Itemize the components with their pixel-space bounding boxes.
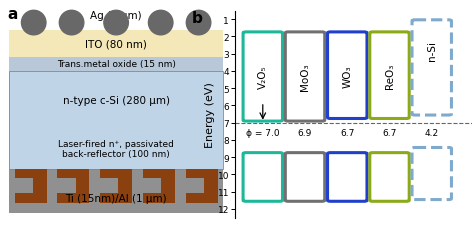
Circle shape [186, 11, 211, 36]
Text: 4.2: 4.2 [425, 128, 439, 137]
Text: 6.7: 6.7 [340, 128, 355, 137]
FancyBboxPatch shape [370, 33, 409, 119]
FancyBboxPatch shape [412, 21, 451, 116]
Bar [57, 178, 75, 193]
Bar [9, 31, 223, 58]
FancyBboxPatch shape [412, 148, 451, 200]
FancyBboxPatch shape [243, 153, 283, 202]
Bar [100, 178, 118, 193]
Bar [15, 169, 46, 203]
Bar [186, 178, 204, 193]
Text: MoO₃: MoO₃ [300, 63, 310, 91]
Bar [186, 169, 218, 203]
Bar [57, 169, 90, 203]
Bar [143, 178, 161, 193]
Text: Ag (3 μm): Ag (3 μm) [91, 11, 142, 21]
Text: Ti (15nm)/Al (1 μm): Ti (15nm)/Al (1 μm) [65, 193, 167, 203]
Text: 6.7: 6.7 [383, 128, 397, 137]
Text: b: b [192, 11, 203, 26]
Text: V₂O₅: V₂O₅ [258, 65, 268, 89]
Bar [9, 129, 223, 169]
Bar [9, 169, 223, 213]
Circle shape [21, 11, 46, 36]
Bar [143, 169, 175, 203]
Bar [9, 71, 223, 129]
Circle shape [59, 11, 84, 36]
Text: WO₃: WO₃ [342, 65, 352, 87]
Text: ϕ = 7.0: ϕ = 7.0 [246, 128, 280, 137]
Text: ReO₃: ReO₃ [384, 63, 394, 88]
Text: n-type c-Si (280 μm): n-type c-Si (280 μm) [63, 95, 170, 105]
Bar [9, 58, 223, 71]
FancyBboxPatch shape [243, 33, 283, 122]
Y-axis label: Energy (eV): Energy (eV) [205, 82, 215, 147]
FancyBboxPatch shape [328, 33, 367, 119]
Circle shape [148, 11, 173, 36]
Text: Trans.metal oxide (15 nm): Trans.metal oxide (15 nm) [57, 60, 175, 69]
Text: 6.9: 6.9 [298, 128, 312, 137]
Bar [15, 178, 33, 193]
Text: n-Si: n-Si [427, 41, 437, 61]
Bar [100, 169, 132, 203]
FancyBboxPatch shape [285, 33, 325, 122]
Text: ITO (80 nm): ITO (80 nm) [85, 40, 147, 49]
FancyBboxPatch shape [370, 153, 409, 202]
Text: Laser-fired n⁺, passivated
back-reflector (100 nm): Laser-fired n⁺, passivated back-reflecto… [58, 139, 174, 159]
Text: a: a [7, 7, 18, 22]
Circle shape [104, 11, 128, 36]
FancyBboxPatch shape [285, 153, 325, 202]
FancyBboxPatch shape [328, 153, 367, 202]
Bar [9, 71, 223, 169]
